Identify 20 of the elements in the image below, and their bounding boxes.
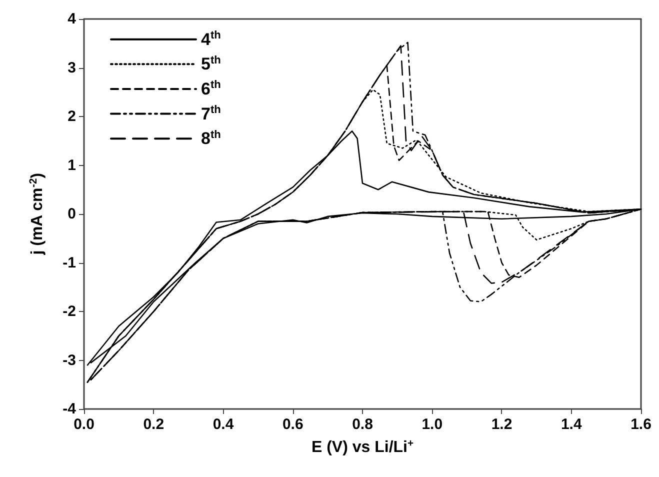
y-axis-title: j (mA cm-2)	[28, 172, 46, 256]
y-tick-label: 3	[68, 59, 76, 76]
x-tick-label: 0.6	[282, 416, 304, 433]
x-tick-label: 0.2	[143, 416, 164, 433]
y-tick-label: -2	[62, 303, 76, 320]
x-tick-label: 1.4	[560, 416, 582, 433]
y-tick-label: 1	[68, 156, 76, 174]
x-tick-label: 1.0	[422, 416, 443, 433]
y-tick-label: -1	[62, 254, 76, 272]
x-tick-label: 0.0	[74, 416, 94, 433]
y-tick-label: -3	[62, 352, 76, 369]
y-tick-label: -4	[62, 400, 77, 418]
x-tick-label: 1.6	[630, 416, 652, 433]
y-tick-label: 2	[68, 108, 76, 125]
y-tick-label: 4	[68, 10, 77, 28]
x-tick-label: 0.4	[212, 416, 234, 433]
x-tick-label: 0.8	[352, 416, 373, 433]
x-tick-label: 1.2	[491, 416, 512, 433]
x-axis-title: E (V) vs Li/Li+	[311, 438, 414, 456]
y-tick-label: 0	[68, 206, 76, 222]
